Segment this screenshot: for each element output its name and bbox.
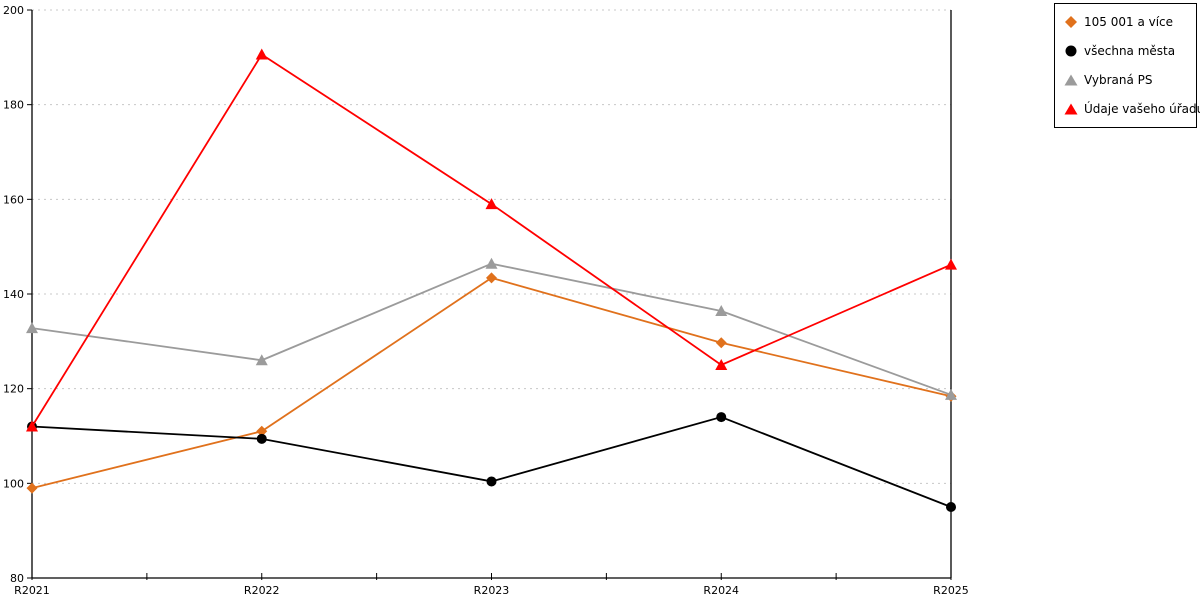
y-tick-label: 160 (3, 193, 24, 206)
x-tick-label: R2025 (933, 584, 969, 597)
legend-item-2: Vybraná PS (1064, 73, 1190, 87)
x-tick-label: R2021 (14, 584, 50, 597)
data-point-s1-R2023 (486, 476, 497, 487)
x-tick-label: R2023 (474, 584, 510, 597)
data-point-s0-R2021 (26, 482, 38, 494)
data-point-s3-R2025 (945, 258, 957, 270)
data-point-s1-R2025 (946, 502, 956, 512)
legend-label: Údaje vašeho úřadu (1084, 101, 1200, 116)
data-point-s2-R2024 (715, 305, 728, 317)
triangle-marker-icon (1064, 103, 1078, 115)
data-point-s2-R2023 (485, 257, 498, 269)
y-tick-label: 200 (3, 4, 24, 17)
legend-label: 105 001 a více (1084, 15, 1174, 30)
data-point-s1-R2024 (716, 412, 727, 423)
data-point-s3-R2022 (255, 48, 268, 60)
legend-label: všechna města (1084, 44, 1176, 59)
data-point-s2-R2022 (255, 354, 268, 366)
data-point-s0-R2024 (715, 337, 727, 349)
legend-box: 105 001 a více všechna města Vybraná PS Úda… (1054, 3, 1200, 128)
legend-item-1: všechna města (1064, 44, 1190, 58)
y-tick-label: 140 (3, 288, 24, 301)
line-chart-canvas: 80 100 120 140 160 180 200 R2021 R2022 R2023 R2024… (3, 4, 969, 597)
x-tick-label: R2022 (244, 584, 280, 597)
circle-marker-icon (1065, 45, 1077, 57)
y-tick-label: 120 (3, 383, 24, 396)
y-tick-label: 80 (10, 572, 24, 585)
data-point-s3-R2024 (715, 359, 728, 370)
data-point-s2-R2025 (945, 388, 957, 400)
series-line-1 (31, 416, 952, 508)
y-tick-label: 100 (3, 477, 24, 490)
x-tick-label: R2024 (703, 584, 739, 597)
series-line-3 (31, 53, 952, 428)
data-point-s0-R2022 (256, 425, 268, 437)
triangle-marker-icon (1064, 74, 1078, 86)
legend-label: Vybraná PS (1084, 72, 1153, 87)
data-point-s3-R2021 (26, 420, 38, 432)
series-line-0 (31, 276, 952, 489)
legend-item-0: 105 001 a více (1064, 15, 1190, 29)
legend-item-3: Údaje vašeho úřadu (1064, 102, 1200, 116)
y-tick-label: 180 (3, 99, 24, 112)
data-point-s2-R2021 (26, 322, 38, 334)
data-point-s0-R2023 (486, 272, 497, 284)
data-point-s3-R2023 (485, 198, 498, 210)
data-point-s1-R2022 (256, 433, 267, 444)
diamond-marker-icon (1065, 16, 1077, 29)
